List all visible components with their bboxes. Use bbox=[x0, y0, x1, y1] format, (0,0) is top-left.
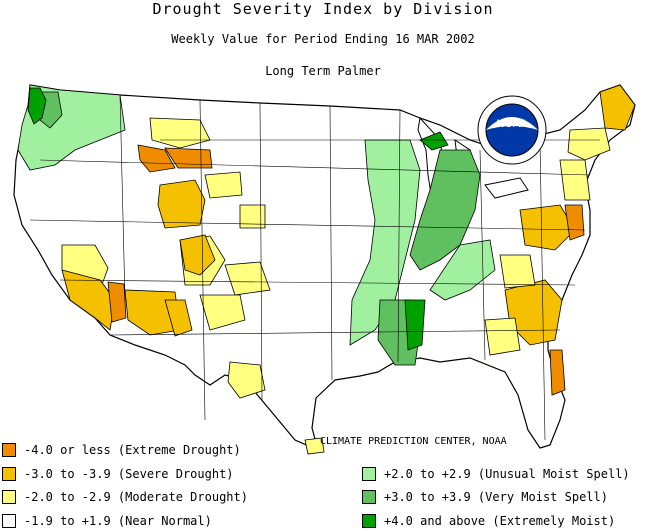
legend-label: -2.0 to -2.9 (Moderate Drought) bbox=[24, 490, 248, 504]
region-moderate-drought-wyoming bbox=[204, 171, 266, 229]
region-severe-drought-texas bbox=[164, 299, 193, 337]
region-extreme-drought-atlantic bbox=[549, 204, 585, 396]
legend-label: +4.0 and above (Extremely Moist) bbox=[384, 514, 616, 528]
legend-item-extreme-drought: -4.0 or less (Extreme Drought) bbox=[2, 442, 241, 458]
region-extreme-drought-montana bbox=[137, 144, 213, 173]
region-severe-drought-maine bbox=[599, 84, 636, 131]
legend-label: +3.0 to +3.9 (Very Moist Spell) bbox=[384, 490, 608, 504]
noaa-logo: NOAA bbox=[476, 94, 548, 170]
legend-swatch bbox=[362, 514, 376, 528]
region-unusual-moist-ohio-valley bbox=[429, 239, 496, 301]
legend-label: +2.0 to +2.9 (Unusual Moist Spell) bbox=[384, 467, 630, 481]
legend-item-near-normal: -1.9 to +1.9 (Near Normal) bbox=[2, 513, 212, 529]
region-extremely-moist-mississippi bbox=[404, 299, 426, 351]
region-extremely-moist-olympic bbox=[27, 87, 47, 125]
legend-label: -3.0 to -3.9 (Severe Drought) bbox=[24, 467, 234, 481]
region-moderate-drought-texas bbox=[199, 294, 325, 455]
noaa-logo-text: NOAA bbox=[496, 118, 528, 130]
legend-item-extremely-moist: +4.0 and above (Extremely Moist) bbox=[362, 513, 615, 529]
us-climate-division-map bbox=[13, 84, 636, 455]
legend-item-severe-drought: -3.0 to -3.9 (Severe Drought) bbox=[2, 466, 234, 482]
legend-swatch bbox=[2, 490, 16, 504]
map-title: Drought Severity Index by Division bbox=[152, 0, 494, 18]
legend-label: -4.0 or less (Extreme Drought) bbox=[24, 443, 241, 457]
legend-item-unusual-moist: +2.0 to +2.9 (Unusual Moist Spell) bbox=[362, 466, 630, 482]
region-severe-drought-arizona bbox=[61, 269, 181, 336]
region-moderate-drought-new-england bbox=[567, 127, 611, 161]
region-unusual-moist-midwest bbox=[349, 139, 421, 346]
legend-swatch bbox=[362, 490, 376, 504]
credit-label: CLIMATE PREDICTION CENTER, NOAA bbox=[320, 436, 507, 447]
map-subtitle: Weekly Value for Period Ending 16 MAR 20… bbox=[171, 32, 475, 46]
region-moderate-drought-montana bbox=[149, 117, 211, 149]
region-extremely-moist-upper-michigan bbox=[419, 131, 449, 151]
legend-swatch bbox=[2, 514, 16, 528]
region-very-moist-michigan-indiana bbox=[409, 149, 481, 271]
legend-item-very-moist: +3.0 to +3.9 (Very Moist Spell) bbox=[362, 489, 608, 505]
legend-item-moderate-drought: -2.0 to -2.9 (Moderate Drought) bbox=[2, 489, 248, 505]
legend-swatch bbox=[362, 467, 376, 481]
index-name: Long Term Palmer bbox=[265, 64, 381, 78]
region-extreme-drought-arizona bbox=[107, 281, 127, 323]
division-boundaries bbox=[29, 94, 600, 441]
legend-swatch bbox=[2, 467, 16, 481]
region-severe-drought-colorado bbox=[179, 234, 216, 276]
legend-swatch bbox=[2, 443, 16, 457]
legend-label: -1.9 to +1.9 (Near Normal) bbox=[24, 514, 212, 528]
region-moderate-drought-southeast bbox=[484, 159, 591, 356]
region-severe-drought-wyoming bbox=[157, 179, 206, 229]
